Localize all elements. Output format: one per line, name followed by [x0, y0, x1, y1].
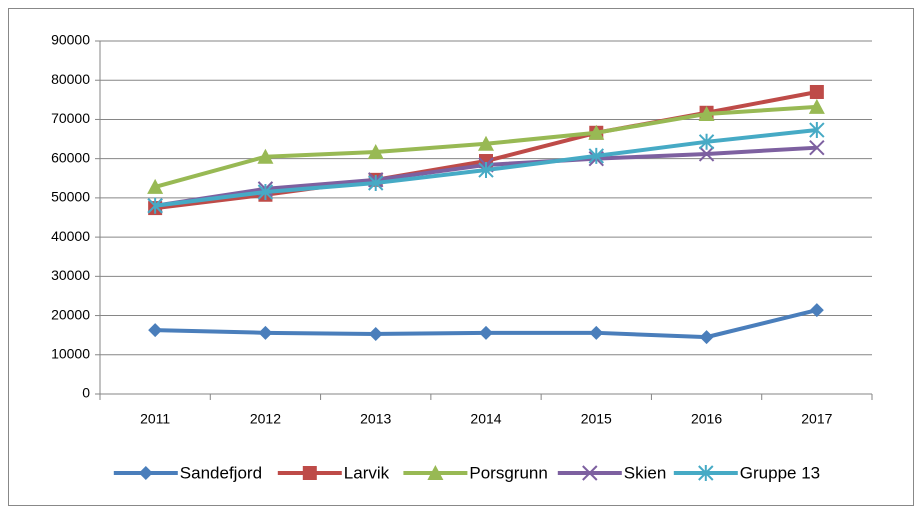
legend-marker: [698, 465, 714, 481]
x-tick-label: 2014: [470, 411, 501, 427]
data-point: [147, 197, 163, 214]
legend-label: Sandefjord: [180, 463, 262, 482]
data-point: [809, 84, 824, 99]
x-tick-label: 2011: [140, 411, 170, 427]
data-point: [698, 133, 715, 150]
y-tick-label: 80000: [51, 71, 90, 87]
legend-label: Gruppe 13: [740, 463, 820, 482]
data-point: [699, 330, 714, 345]
data-point: [478, 162, 494, 179]
y-tick-label: 60000: [51, 149, 90, 165]
data-point: [809, 303, 824, 318]
y-tick-label: 10000: [51, 345, 90, 361]
x-tick-label: 2017: [801, 411, 832, 427]
data-point: [478, 135, 494, 151]
data-point: [367, 143, 384, 159]
data-point: [589, 325, 604, 340]
legend-marker: [138, 466, 153, 480]
data-point: [147, 178, 164, 194]
data-point: [368, 174, 384, 191]
y-tick-label: 0: [82, 385, 90, 401]
legend-label: Larvik: [344, 463, 390, 482]
x-tick-label: 2015: [581, 411, 612, 427]
y-tick-label: 40000: [51, 228, 90, 244]
data-point: [148, 323, 163, 338]
legend-label: Porsgrunn: [469, 463, 547, 482]
legend-label: Skien: [624, 463, 667, 482]
chart-border: [8, 8, 914, 506]
data-point: [809, 139, 825, 156]
x-tick-label: 2016: [691, 411, 722, 427]
x-tick-label: 2013: [360, 411, 391, 427]
data-point: [698, 146, 715, 162]
y-tick-label: 70000: [51, 110, 90, 126]
legend-marker: [427, 465, 444, 480]
y-tick-label: 30000: [51, 267, 90, 283]
data-point: [258, 325, 273, 340]
data-point: [257, 148, 274, 164]
x-tick-label: 2012: [250, 411, 281, 427]
y-tick-label: 50000: [51, 189, 90, 205]
data-point: [368, 326, 383, 341]
data-point: [809, 122, 825, 139]
legend-marker: [582, 465, 598, 481]
legend-marker: [302, 466, 317, 480]
data-point: [808, 98, 825, 114]
data-point: [588, 147, 604, 164]
data-point: [588, 124, 605, 140]
y-tick-label: 90000: [51, 32, 90, 48]
data-point: [257, 184, 274, 201]
data-point: [479, 325, 493, 340]
y-tick-label: 20000: [51, 306, 90, 322]
data-point: [698, 105, 715, 121]
